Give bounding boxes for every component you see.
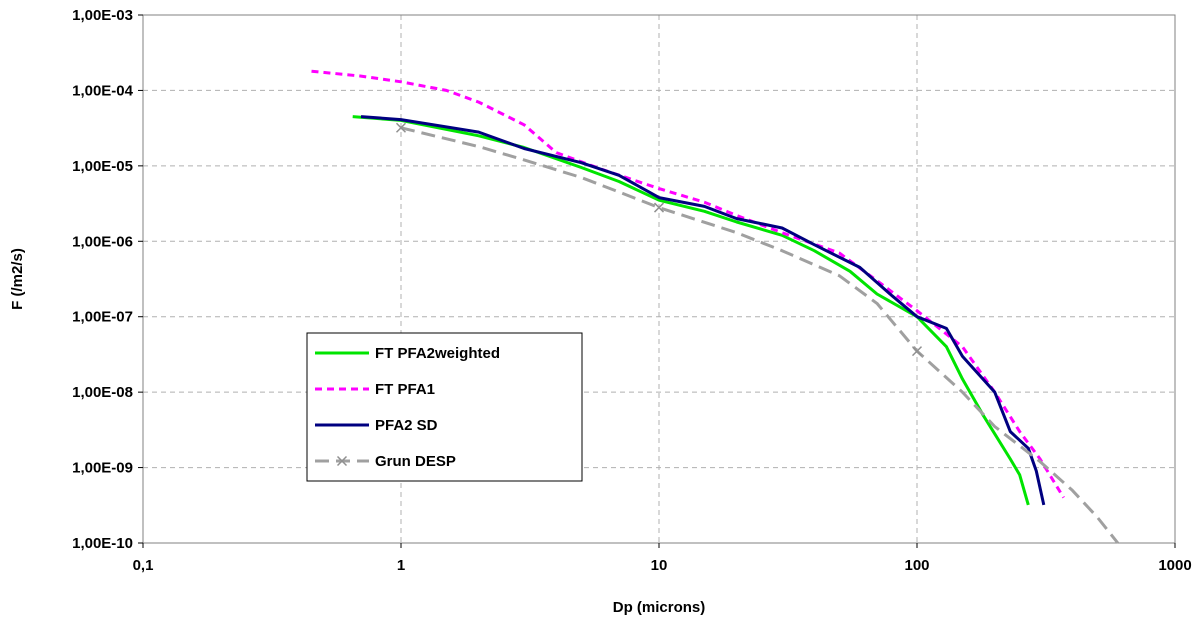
legend-item: Grun DESP	[315, 453, 456, 470]
series-group	[311, 69, 1119, 544]
axis-ticks: 0,1 1 10 100 1000 1,00E-10 1,00E-09 1,00E-08 1,0…	[72, 7, 1192, 574]
series-ft-pfa1	[311, 69, 1065, 499]
legend-item: FT PFA1	[315, 381, 435, 398]
x-axis-title: Dp (microns)	[613, 599, 706, 616]
y-tick-label: 1,00E-10	[72, 535, 133, 552]
y-tick-label: 1,00E-09	[72, 460, 133, 477]
data-point-marker	[911, 346, 923, 357]
y-tick-label: 1,00E-03	[72, 7, 133, 24]
x-tick-label: 1000	[1158, 557, 1191, 574]
marker-stroke	[653, 202, 665, 213]
legend-label: FT PFA2weighted	[375, 345, 500, 362]
series-line	[311, 69, 1065, 499]
y-tick-label: 1,00E-04	[72, 82, 134, 99]
y-tick-label: 1,00E-06	[72, 233, 133, 250]
series-grun-desp	[395, 122, 1119, 544]
x-tick-label: 1	[397, 557, 405, 574]
x-tick-label: 100	[904, 557, 929, 574]
marker-stroke	[395, 122, 407, 133]
legend-box	[306, 332, 583, 482]
y-tick-label: 1,00E-05	[72, 158, 133, 175]
legend-label: Grun DESP	[375, 453, 456, 470]
y-axis-title: F (/m2/s)	[9, 248, 26, 310]
series-pfa2-sd	[360, 115, 1046, 506]
y-tick-label: 1,00E-07	[72, 309, 133, 326]
x-tick-label: 0,1	[133, 557, 154, 574]
legend-item: FT PFA2weighted	[315, 345, 500, 362]
marker-stroke	[911, 346, 923, 357]
data-point-marker	[653, 202, 665, 213]
data-point-marker	[395, 122, 407, 133]
x-tick-label: 10	[651, 557, 668, 574]
series-line	[360, 115, 1046, 506]
legend-label: PFA2 SD	[375, 417, 438, 434]
legend-label: FT PFA1	[375, 381, 435, 398]
legend-marker	[336, 455, 348, 467]
legend: FT PFA2weighted FT PFA1 PFA2 SD Grun DESP	[306, 332, 583, 482]
series-line	[400, 126, 1119, 544]
y-tick-label: 1,00E-08	[72, 384, 133, 401]
legend-item: PFA2 SD	[315, 417, 438, 434]
